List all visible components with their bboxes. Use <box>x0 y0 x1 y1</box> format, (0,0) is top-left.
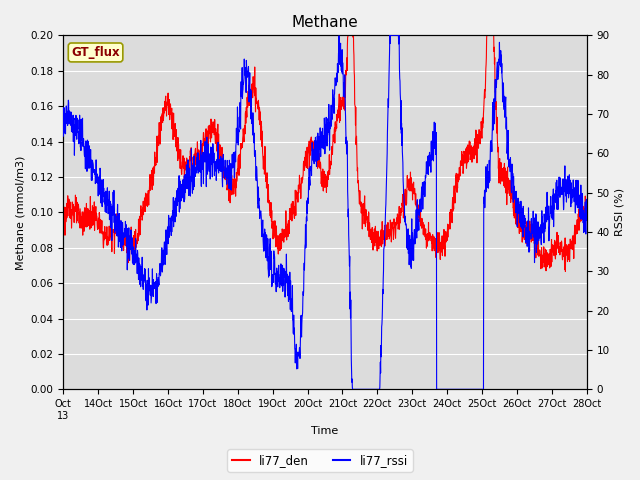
X-axis label: Time: Time <box>312 426 339 436</box>
Y-axis label: RSSI (%): RSSI (%) <box>615 188 625 236</box>
Legend: li77_den, li77_rssi: li77_den, li77_rssi <box>227 449 413 472</box>
Y-axis label: Methane (mmol/m3): Methane (mmol/m3) <box>15 155 25 269</box>
Text: GT_flux: GT_flux <box>71 46 120 59</box>
Title: Methane: Methane <box>292 15 358 30</box>
